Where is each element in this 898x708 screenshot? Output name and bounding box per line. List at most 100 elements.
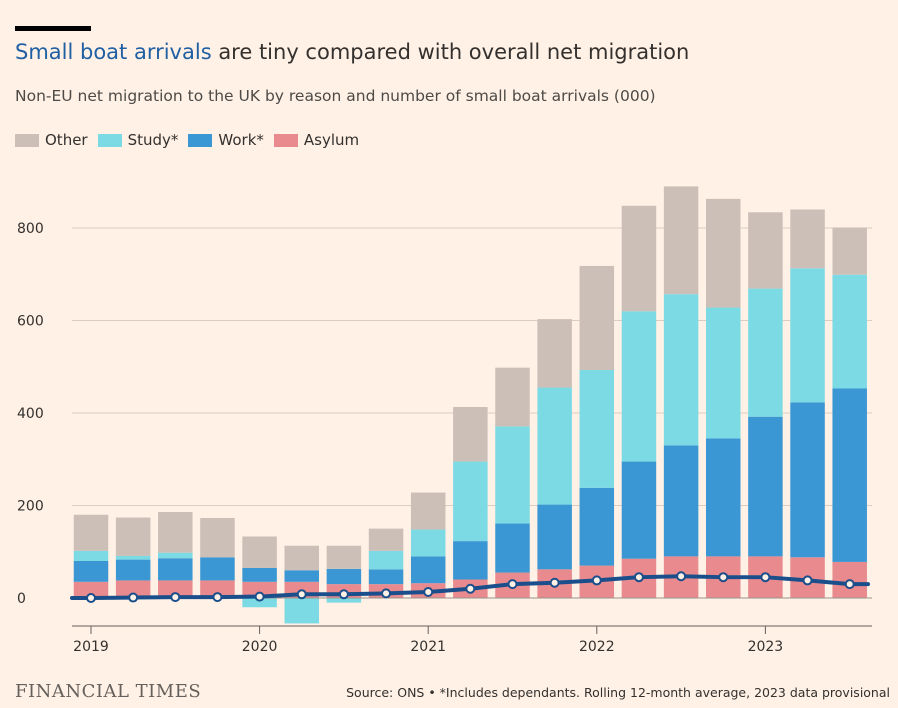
bar-other [242, 536, 277, 568]
line-point [338, 589, 349, 600]
bar-asylum [242, 581, 277, 598]
bar-study [621, 311, 657, 462]
bar-work [495, 523, 530, 573]
bar-work [115, 559, 151, 581]
line-point [170, 592, 181, 603]
source-note: Source: ONS • *Includes dependants. Roll… [346, 685, 890, 700]
bar-other [200, 517, 235, 558]
bar-work [453, 541, 488, 580]
line-point [507, 579, 518, 590]
bar-study [790, 268, 825, 403]
title-highlight: Small boat arrivals [15, 40, 212, 64]
y-tick-label: 600 [17, 314, 44, 330]
bar-other [158, 511, 193, 553]
bar-asylum [200, 580, 235, 598]
bar-study [410, 529, 446, 557]
bar-study [368, 550, 404, 570]
chart-title: Small boat arrivals are tiny compared wi… [15, 40, 689, 64]
bar-work [790, 402, 825, 558]
bar-other [537, 319, 572, 388]
legend-label-study: Study* [127, 131, 179, 149]
line-point [802, 575, 813, 586]
bar-other [453, 406, 488, 462]
bar-study [284, 598, 319, 624]
bar-work [663, 445, 699, 557]
title-rest: are tiny compared with overall net migra… [211, 40, 690, 64]
line-point [86, 593, 96, 603]
bar-other [115, 517, 151, 556]
line-point [128, 592, 139, 603]
bar-other [368, 528, 404, 551]
x-tick-label: 2022 [579, 639, 615, 655]
line-point [549, 577, 560, 588]
legend-item-asylum: Asylum [273, 131, 360, 149]
legend: Other Study* Work* Asylum [15, 131, 369, 149]
bar-work [621, 461, 657, 559]
bar-study [832, 274, 867, 389]
bar-study [579, 369, 615, 488]
bar-other [790, 209, 825, 269]
bar-other [495, 367, 530, 427]
legend-swatch-study [97, 133, 122, 147]
bar-work [242, 567, 277, 582]
legend-item-work: Work* [188, 131, 264, 149]
line-point [296, 589, 307, 600]
bar-other [326, 545, 362, 569]
bar-other [706, 198, 741, 308]
chart-subtitle: Non-EU net migration to the UK by reason… [15, 87, 656, 105]
bar-other [832, 227, 867, 275]
bar-work [579, 487, 615, 566]
bar-study [453, 461, 488, 542]
bar-study [242, 598, 277, 608]
ft-logo: FINANCIAL TIMES [15, 681, 202, 702]
bar-work [410, 556, 446, 584]
y-tick-label: 200 [17, 499, 44, 515]
bar-other [579, 265, 615, 370]
brand-bar [15, 26, 91, 31]
bar-work [284, 570, 319, 582]
bar-study [663, 294, 699, 446]
line-point [718, 572, 729, 583]
bar-study [73, 550, 109, 561]
y-tick-label: 800 [17, 221, 44, 237]
x-tick-label: 2023 [748, 639, 784, 655]
bar-other [73, 514, 109, 551]
bar-study [158, 552, 193, 559]
bar-work [73, 561, 109, 582]
line-point [465, 583, 476, 594]
bar-study [748, 288, 783, 417]
bar-work [368, 569, 404, 585]
line-point [676, 571, 687, 582]
bar-study [706, 307, 741, 439]
x-tick-label: 2020 [242, 639, 278, 655]
bar-other [663, 186, 699, 295]
legend-label-other: Other [45, 131, 88, 149]
bar-other [410, 492, 446, 530]
bar-study [326, 598, 362, 603]
legend-swatch-asylum [273, 133, 298, 147]
bar-work [748, 416, 783, 557]
line-point [760, 572, 771, 583]
x-tick-label: 2021 [410, 639, 446, 655]
legend-swatch-work [188, 133, 213, 147]
legend-swatch-other [15, 133, 39, 147]
line-point [423, 586, 434, 597]
line-point [254, 591, 265, 602]
legend-label-asylum: Asylum [303, 131, 360, 149]
line-point [381, 588, 392, 599]
legend-item-study: Study* [97, 131, 179, 149]
bar-other [284, 545, 319, 571]
legend-item-other: Other [15, 131, 88, 149]
bar-study [115, 555, 151, 560]
bar-work [537, 504, 572, 570]
bar-asylum [115, 580, 151, 598]
bar-asylum [158, 580, 193, 598]
line-point [633, 572, 644, 583]
line-point [212, 592, 223, 603]
bar-study [537, 387, 572, 505]
line-point [844, 579, 855, 590]
bar-study [495, 426, 530, 524]
y-tick-label: 400 [17, 406, 44, 422]
line-point [591, 575, 602, 586]
